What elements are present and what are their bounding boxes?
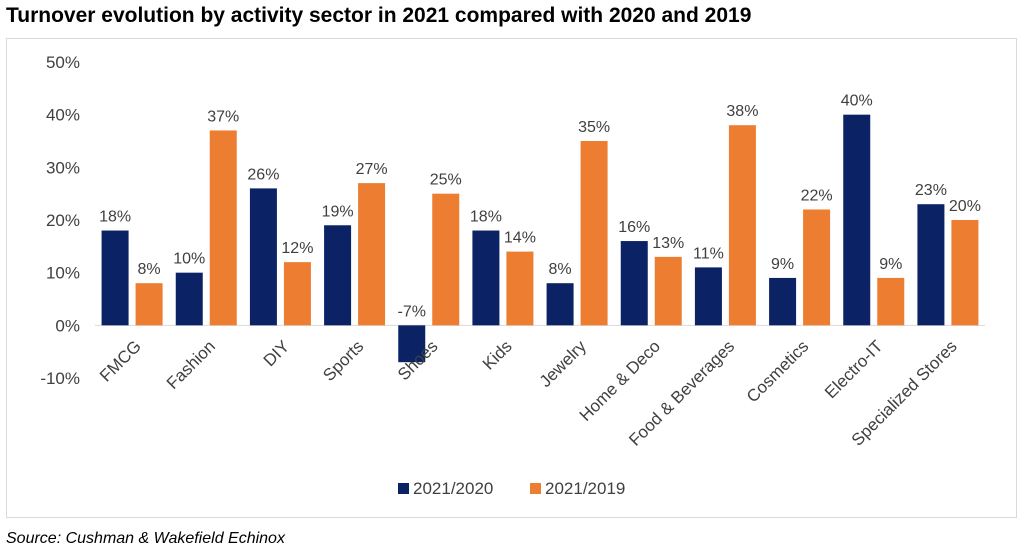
- chart-frame: [6, 38, 1017, 518]
- data-label: 35%: [578, 119, 610, 136]
- y-tick-label: 40%: [46, 106, 80, 125]
- data-label: 27%: [356, 161, 388, 178]
- data-label: 25%: [430, 172, 462, 189]
- data-label: 18%: [99, 209, 131, 226]
- legend-swatch: [530, 483, 541, 494]
- legend-swatch: [398, 483, 409, 494]
- data-label: 38%: [726, 103, 758, 120]
- bar-2021-2019: [877, 277, 905, 326]
- data-label: 11%: [693, 245, 724, 262]
- bar-2021-2019: [432, 193, 460, 326]
- data-label: 22%: [801, 187, 833, 204]
- data-label: 16%: [618, 219, 650, 236]
- y-tick-label: 10%: [46, 264, 80, 283]
- bar-2021-2020: [101, 230, 129, 326]
- bar-2021-2019: [803, 209, 831, 326]
- data-label: 9%: [771, 256, 794, 273]
- bar-2021-2020: [398, 325, 426, 363]
- y-tick-label: 50%: [46, 53, 80, 72]
- data-label: 8%: [549, 261, 572, 278]
- data-labels-layer: 18%8%10%37%26%12%19%27%-7%25%18%14%8%35%…: [99, 93, 981, 321]
- bar-2021-2020: [694, 267, 722, 326]
- data-label: 10%: [173, 251, 205, 268]
- data-label: 13%: [652, 235, 684, 252]
- bar-2021-2019: [135, 283, 163, 326]
- bar-2021-2019: [358, 183, 386, 326]
- bar-2021-2019: [654, 256, 682, 326]
- data-label: 40%: [841, 93, 873, 110]
- legend-label: 2021/2019: [545, 479, 625, 498]
- y-axis-ticks: -10% 0% 10% 20% 30% 40% 50%: [40, 53, 80, 388]
- bar-2021-2020: [472, 230, 500, 326]
- y-tick-label: -10%: [40, 369, 80, 388]
- x-category-label: Sports: [319, 337, 367, 385]
- y-tick-label: 0%: [55, 316, 80, 335]
- x-category-label: Fashion: [163, 337, 219, 393]
- y-tick-label: 30%: [46, 158, 80, 177]
- bar-2021-2019: [209, 130, 237, 326]
- bar-2021-2019: [580, 141, 608, 326]
- data-label: 12%: [281, 240, 313, 257]
- data-label: 18%: [470, 209, 502, 226]
- legend: 2021/2020 2021/2019: [398, 479, 625, 498]
- bar-2021-2020: [769, 277, 797, 326]
- bar-2021-2020: [249, 188, 277, 326]
- source-note: Source: Cushman & Wakefield Echinox: [6, 530, 285, 547]
- data-label: 20%: [949, 198, 981, 215]
- data-label: 26%: [247, 166, 279, 183]
- x-category-label: FMCG: [96, 337, 145, 386]
- bar-2021-2019: [283, 262, 311, 326]
- data-label: 37%: [207, 108, 239, 125]
- x-category-label: Kids: [479, 337, 516, 374]
- bar-2021-2020: [546, 283, 574, 326]
- x-category-label: DIY: [260, 337, 293, 370]
- bar-2021-2019: [506, 251, 534, 326]
- bar-2021-2020: [917, 204, 945, 326]
- x-category-label: Cosmetics: [743, 337, 813, 407]
- chart-title: Turnover evolution by activity sector in…: [6, 4, 752, 27]
- y-tick-label: 20%: [46, 211, 80, 230]
- data-label: -7%: [398, 303, 426, 320]
- bar-2021-2020: [620, 241, 648, 326]
- bar-2021-2020: [843, 114, 871, 326]
- x-axis-categories: FMCG Fashion DIY Sports Shoes Kids JewelryHome…: [96, 336, 961, 449]
- bars-layer: [101, 114, 979, 363]
- data-label: 23%: [915, 182, 947, 199]
- bar-2021-2019: [728, 125, 756, 326]
- data-label: 8%: [138, 261, 161, 278]
- bar-2021-2020: [175, 272, 203, 326]
- data-label: 19%: [322, 203, 354, 220]
- bar-2021-2019: [951, 220, 979, 326]
- legend-label: 2021/2020: [413, 479, 493, 498]
- bar-2021-2020: [324, 225, 352, 326]
- data-label: 14%: [504, 230, 536, 247]
- x-category-label: Electro-IT: [821, 337, 887, 403]
- x-category-label: Jewelry: [536, 336, 591, 391]
- data-label: 9%: [879, 256, 902, 273]
